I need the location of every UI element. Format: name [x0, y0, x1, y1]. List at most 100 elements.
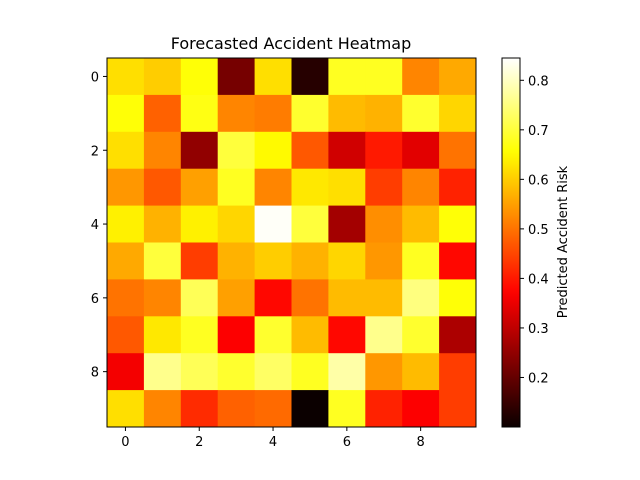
heatmap-cell [365, 316, 403, 354]
heatmap-cell [291, 316, 329, 354]
heatmap-cell [217, 168, 256, 207]
chart-title: Forecasted Accident Heatmap [171, 34, 412, 53]
heatmap-cell [291, 390, 329, 428]
heatmap-cell [254, 94, 292, 133]
heatmap-cell [217, 58, 256, 96]
heatmap-cell [439, 94, 477, 133]
heatmap-cell [180, 316, 219, 354]
colorbar [501, 57, 521, 428]
heatmap-grid [107, 58, 477, 428]
heatmap-cell [365, 279, 403, 317]
y-tick-label: 6 [91, 292, 99, 307]
heatmap-cell [291, 131, 329, 170]
heatmap-cell [217, 242, 256, 280]
heatmap-cell [291, 242, 329, 280]
heatmap-cell [365, 168, 403, 207]
heatmap-cell [143, 242, 182, 280]
y-axis: 0 2 4 6 8 [91, 70, 107, 381]
colorbar-tick-label: 0.7 [528, 124, 549, 139]
heatmap-cell [217, 316, 256, 354]
heatmap-cell [328, 205, 366, 243]
heatmap-cell [439, 279, 477, 317]
heatmap-cell [143, 279, 182, 317]
heatmap-cell [180, 205, 219, 243]
colorbar-tick-label: 0.5 [528, 223, 549, 238]
heatmap-cell [254, 205, 292, 243]
heatmap-cell [107, 58, 145, 96]
heatmap-cell [328, 279, 366, 317]
heatmap-cell [365, 205, 403, 243]
colorbar-tick-label: 0.3 [528, 322, 549, 337]
heatmap-cell [365, 242, 403, 280]
heatmap-cell [328, 316, 366, 354]
colorbar-axis: 0.2 0.3 0.4 0.5 0.6 0.7 0.8 [520, 74, 549, 386]
heatmap-cell [180, 131, 219, 170]
heatmap-cell [180, 353, 219, 391]
heatmap-cell [254, 168, 292, 207]
heatmap-cell [291, 168, 329, 207]
x-tick-label: 0 [121, 435, 129, 450]
heatmap-cell [328, 131, 366, 170]
heatmap-cell [328, 58, 366, 96]
x-axis: 0 2 4 6 8 [121, 427, 425, 450]
plot-frame [106, 57, 477, 428]
heatmap-cell [107, 390, 145, 428]
heatmap-cell [143, 168, 182, 207]
heatmap-cell [107, 242, 145, 280]
heatmap-cell [402, 168, 440, 207]
colorbar-label: Predicted Accident Risk [556, 165, 571, 318]
heatmap-cell [254, 58, 292, 96]
colorbar-tick-label: 0.2 [528, 371, 549, 386]
colorbar-tick-label: 0.8 [528, 74, 549, 89]
heatmap-cell [439, 316, 477, 354]
heatmap-cell [328, 94, 366, 133]
heatmap-cell [254, 242, 292, 280]
heatmap-cell [328, 390, 366, 428]
heatmap-cell [439, 390, 477, 428]
heatmap-cell [143, 94, 182, 133]
heatmap-cell [254, 131, 292, 170]
heatmap-cell [217, 279, 256, 317]
heatmap-cell [439, 58, 477, 96]
heatmap-cell [143, 131, 182, 170]
x-tick-label: 8 [417, 435, 425, 450]
heatmap-cell [254, 279, 292, 317]
heatmap-cell [402, 131, 440, 170]
heatmap-cell [254, 390, 292, 428]
heatmap-cell [107, 205, 145, 243]
heatmap-cell [328, 168, 366, 207]
heatmap-cell [365, 131, 403, 170]
heatmap-cell [365, 94, 403, 133]
heatmap-cell [291, 94, 329, 133]
heatmap-cell [180, 58, 219, 96]
y-tick-label: 2 [91, 144, 99, 159]
heatmap-cell [143, 353, 182, 391]
heatmap-cell [439, 353, 477, 391]
heatmap-cell [217, 94, 256, 133]
heatmap-cell [217, 390, 256, 428]
heatmap-cell [328, 353, 366, 391]
heatmap-cell [180, 390, 219, 428]
heatmap-cell [107, 316, 145, 354]
heatmap-cell [365, 58, 403, 96]
heatmap-cell [291, 353, 329, 391]
heatmap-cell [291, 205, 329, 243]
heatmap-cell [254, 316, 292, 354]
heatmap-cell [180, 94, 219, 133]
heatmap-cell [107, 131, 145, 170]
heatmap-cell [402, 205, 440, 243]
heatmap-cell [291, 58, 329, 96]
heatmap-cell [217, 353, 256, 391]
heatmap-cell [291, 279, 329, 317]
x-tick-label: 4 [269, 435, 277, 450]
y-tick-label: 4 [91, 218, 99, 233]
heatmap-cell [180, 242, 219, 280]
heatmap-cell [107, 168, 145, 207]
heatmap-cell [107, 279, 145, 317]
heatmap-cell [328, 242, 366, 280]
x-tick-label: 6 [343, 435, 351, 450]
heatmap-cell [402, 279, 440, 317]
heatmap-cell [217, 131, 256, 170]
heatmap-cell [107, 94, 145, 133]
